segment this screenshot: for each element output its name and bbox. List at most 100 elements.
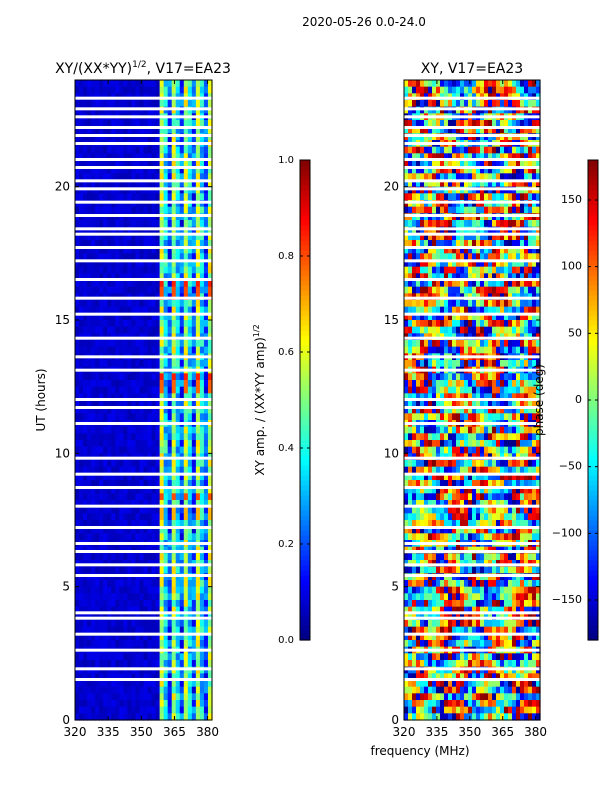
amplitude-cell [203,120,209,128]
amplitude-cell [179,506,185,514]
amplitude-cell [175,300,181,308]
phase-cell [460,120,465,128]
phase-cell [428,126,433,134]
amplitude-cell [147,460,153,468]
amplitude-cell [135,273,141,281]
amplitude-cell [171,220,177,228]
amplitude-cell [207,586,213,594]
phase-cell [428,160,433,168]
phase-cell [468,320,473,328]
amplitude-cell [87,346,92,354]
amplitude-cell [187,480,193,488]
phase-cell [456,246,461,254]
amplitude-cell [131,220,137,228]
amplitude-cell [91,566,96,574]
amplitude-colorbar-frame [299,159,311,641]
amplitude-cell [95,653,100,661]
amplitude-cell [99,586,104,594]
amplitude-cell [135,693,141,701]
amplitude-cell [95,526,100,534]
amplitude-cell [151,326,157,334]
phase-cell [504,120,509,128]
amplitude-cell [183,446,189,454]
amplitude-cell [115,386,120,394]
amplitude-cell [103,86,108,94]
phase-cell [480,340,485,348]
amplitude-cell [175,593,181,601]
amplitude-cell [131,533,137,541]
amplitude-cell [207,80,213,88]
amplitude-cell [159,80,165,88]
amplitude-cell [151,240,157,248]
phase-cell [416,246,421,254]
amplitude-cell [95,626,100,634]
amplitude-cell [99,680,104,688]
amplitude-cell [91,600,96,608]
amplitude-cell [159,713,165,721]
amplitude-cell [175,206,181,214]
phase-cell [412,253,417,261]
amplitude-cell [167,486,173,494]
amplitude-cell [159,146,165,154]
amplitude-cell [143,706,149,714]
phase-cell [520,180,525,188]
amplitude-cell [191,566,197,574]
amplitude-cell [115,266,120,274]
amplitude-cell [79,380,84,388]
phase-cell [496,86,501,94]
amplitude-cell [119,393,124,401]
amplitude-cell [159,486,165,494]
amplitude-cell [91,506,96,514]
amplitude-cell [95,166,100,174]
amplitude-cell [107,80,112,88]
amplitude-cell [179,406,185,414]
amplitude-cell [187,120,193,128]
amplitude-cell [163,220,169,228]
amplitude-cell [99,313,104,321]
amplitude-cell [123,340,128,348]
amplitude-cell [191,180,197,188]
amplitude-cell [191,446,197,454]
amplitude-cell [87,360,92,368]
amplitude-cell [187,493,193,501]
amplitude-cell [207,680,213,688]
amplitude-cell [179,440,185,448]
amplitude-cell [147,300,153,308]
amplitude-cell [83,380,88,388]
amplitude-cell [111,700,116,708]
amplitude-cell [179,433,185,441]
phase-cell [492,273,497,281]
amplitude-cell [111,233,116,241]
amplitude-cell [103,413,108,421]
amplitude-cell [123,566,128,574]
phase-cell [500,126,505,134]
amplitude-colorbar-tick-label: 0.6 [278,347,294,358]
amplitude-cell [135,640,141,648]
amplitude-cell [135,620,141,628]
amplitude-cell [179,633,185,641]
amplitude-cell [139,346,145,354]
amplitude-cell [143,266,149,274]
amplitude-cell [195,500,201,508]
amplitude-cell [195,153,201,161]
amplitude-cell [119,506,124,514]
amplitude-cell [99,580,104,588]
amplitude-cell [139,126,145,134]
amplitude-cell [123,286,128,294]
amplitude-cell [163,206,169,214]
phase-cell [504,153,509,161]
phase-cell [516,306,521,314]
phase-cell [488,80,493,88]
phase-cell [456,373,461,381]
amplitude-cell [103,513,108,521]
phase-cell [428,100,433,108]
amplitude-cell [155,300,161,308]
amplitude-cell [107,360,112,368]
amplitude-cell [195,233,201,241]
phase-cell [516,240,521,248]
amplitude-cell [111,473,116,481]
amplitude-cell [143,346,149,354]
amplitude-cell [203,153,209,161]
amplitude-colorbar-swatch [300,515,310,521]
amplitude-cell [143,580,149,588]
